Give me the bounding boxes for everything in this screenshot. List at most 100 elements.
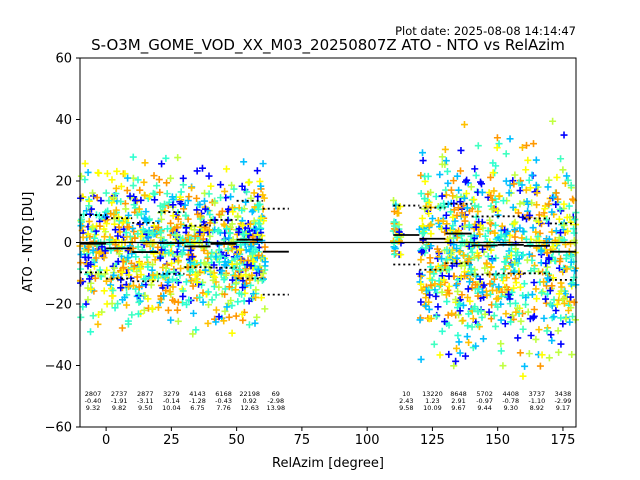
data-point (156, 188, 164, 196)
data-point (420, 195, 428, 203)
data-point (93, 194, 101, 202)
data-point (458, 291, 466, 299)
data-point (221, 285, 229, 293)
data-point (450, 177, 458, 185)
data-point (538, 351, 546, 359)
data-point (242, 198, 250, 206)
data-point (218, 207, 226, 215)
data-point (546, 287, 554, 295)
data-point (257, 182, 265, 190)
data-point (418, 214, 426, 222)
data-point (471, 202, 479, 210)
data-point (168, 193, 176, 201)
data-point (254, 193, 262, 201)
data-point (204, 249, 212, 257)
data-point (537, 248, 545, 256)
bin-std-label: 9.17 (556, 404, 570, 412)
data-point (177, 200, 185, 208)
data-point (523, 256, 531, 264)
data-point (493, 144, 501, 152)
bin-mean-label: -2.99 (555, 397, 572, 405)
data-point (208, 296, 216, 304)
data-point (488, 196, 496, 204)
data-point (442, 191, 450, 199)
data-point (492, 271, 500, 279)
data-point (191, 226, 199, 234)
bin-std-label: 10.04 (162, 404, 181, 412)
data-point (417, 190, 425, 198)
data-point (117, 198, 125, 206)
data-point (77, 194, 85, 202)
data-point (232, 286, 240, 294)
data-point (108, 176, 116, 184)
data-point (471, 165, 479, 173)
data-point (475, 203, 483, 211)
data-point (565, 202, 573, 210)
data-point (234, 298, 242, 306)
data-point (122, 205, 130, 213)
data-point (141, 159, 149, 167)
data-point (549, 243, 557, 251)
data-point (148, 266, 156, 274)
data-point (77, 265, 85, 273)
data-point (499, 197, 507, 205)
bin-mean-label: -0.43 (215, 397, 232, 405)
data-point (438, 272, 446, 280)
data-point (253, 167, 261, 175)
data-point (142, 275, 150, 283)
data-point (227, 193, 235, 201)
data-point (132, 285, 140, 293)
data-point (193, 167, 201, 175)
data-point (502, 177, 510, 185)
data-point (146, 193, 154, 201)
data-point (77, 172, 85, 180)
data-point (207, 253, 215, 261)
data-point (563, 265, 571, 273)
bin-std-label: 13.98 (266, 404, 285, 412)
bin-count-label: 13220 (422, 390, 443, 398)
data-point (221, 187, 229, 195)
data-point (514, 209, 522, 217)
data-point (479, 245, 487, 253)
data-point (419, 157, 427, 165)
data-point (570, 298, 578, 306)
data-point (81, 160, 89, 168)
data-point (416, 270, 424, 278)
data-point (206, 267, 214, 275)
data-point (222, 271, 230, 279)
data-point (533, 189, 541, 197)
data-point (443, 167, 451, 175)
data-point (185, 193, 193, 201)
data-point (130, 262, 138, 270)
data-point (196, 228, 204, 236)
data-point (425, 210, 433, 218)
data-point (79, 233, 87, 241)
data-point (208, 248, 216, 256)
data-point (221, 307, 229, 315)
data-point (454, 331, 462, 339)
data-point (427, 281, 435, 289)
data-point (173, 306, 181, 314)
data-point (465, 310, 473, 318)
data-point (486, 216, 494, 224)
data-point (425, 222, 433, 230)
data-point (567, 258, 575, 266)
data-point (201, 205, 209, 213)
data-point (502, 150, 510, 158)
data-point (445, 350, 453, 358)
data-point (506, 135, 514, 143)
data-point (530, 265, 538, 273)
x-tick-label: 125 (420, 433, 445, 448)
data-point (199, 289, 207, 297)
data-point (165, 249, 173, 257)
data-point (524, 156, 532, 164)
data-point (495, 140, 503, 148)
data-point (415, 225, 423, 233)
data-point (396, 203, 404, 211)
data-point (557, 229, 565, 237)
data-point (450, 362, 458, 370)
data-point (225, 313, 233, 321)
data-point (519, 227, 527, 235)
data-point (520, 280, 528, 288)
data-point (553, 300, 561, 308)
